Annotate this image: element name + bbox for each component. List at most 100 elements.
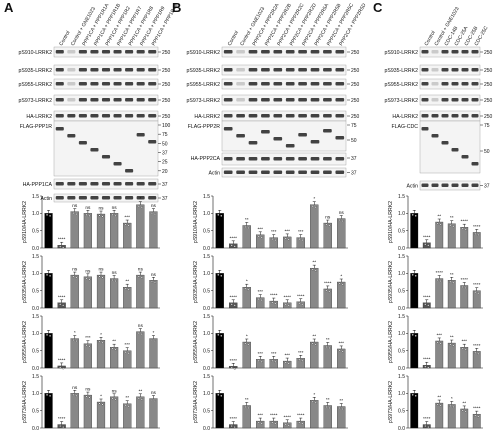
bar — [229, 424, 238, 429]
band — [421, 98, 429, 102]
band — [461, 82, 469, 86]
band — [298, 157, 307, 161]
bar — [447, 223, 456, 249]
band — [90, 196, 99, 200]
band — [471, 82, 479, 86]
band — [148, 50, 157, 54]
data-point — [477, 415, 480, 418]
y-tick-label: 0.5 — [203, 348, 210, 354]
band — [113, 114, 122, 118]
blot-strip — [221, 94, 347, 106]
data-point — [150, 339, 153, 341]
band — [78, 98, 87, 102]
y-axis-label: pS910/HA-LRRK2 — [193, 201, 199, 243]
significance-label: ** — [339, 398, 343, 404]
bar — [110, 278, 119, 309]
bar — [70, 274, 79, 309]
band — [471, 183, 479, 187]
data-point — [150, 399, 153, 401]
y-axis-label: pS973/HA-LRRK2 — [388, 381, 394, 423]
band — [323, 68, 332, 72]
y-tick-label: 0.5 — [32, 408, 39, 414]
band — [113, 50, 122, 54]
mw-label: 20 — [162, 169, 168, 175]
band — [323, 170, 332, 174]
data-point — [477, 292, 480, 295]
band — [236, 134, 245, 138]
mw-label: 250 — [351, 50, 360, 56]
data-point — [427, 366, 430, 369]
band — [90, 182, 99, 186]
data-point — [153, 400, 156, 402]
data-point — [301, 239, 304, 242]
band — [298, 98, 307, 102]
data-point — [298, 421, 301, 424]
band — [421, 183, 429, 187]
y-tick-label: 1.5 — [203, 194, 210, 200]
significance-label: * — [100, 394, 102, 400]
significance-label: ns — [85, 206, 91, 211]
bar — [296, 301, 305, 309]
significance-label: **** — [436, 270, 444, 276]
data-point — [150, 212, 153, 215]
band — [431, 68, 439, 72]
y-tick-label: 0.0 — [203, 306, 210, 312]
data-point — [314, 269, 317, 272]
y-tick-label: 1.0 — [398, 211, 405, 217]
y-tick-label: 0.0 — [203, 246, 210, 252]
bar — [44, 273, 53, 309]
data-point — [325, 289, 328, 292]
blot-label: HA-LRRK2 — [194, 114, 220, 120]
band — [335, 98, 345, 102]
panel-letter: B — [172, 0, 181, 15]
band — [261, 98, 270, 102]
data-point — [247, 227, 250, 229]
significance-label: * — [246, 334, 248, 340]
band — [248, 68, 258, 72]
bar — [57, 245, 66, 249]
data-point — [287, 424, 290, 427]
band — [431, 134, 439, 138]
data-point — [127, 352, 130, 355]
bar — [460, 347, 469, 369]
mw-label: 250 — [484, 82, 493, 88]
data-point — [474, 232, 477, 235]
data-point — [153, 213, 156, 216]
band — [236, 82, 245, 86]
data-point — [59, 366, 62, 369]
data-point — [101, 341, 104, 344]
data-point — [427, 244, 430, 247]
data-point — [72, 339, 75, 341]
bar — [57, 424, 66, 429]
mw-label: 250 — [484, 114, 493, 120]
bar — [136, 396, 145, 429]
y-tick-label: 1.0 — [32, 271, 39, 277]
significance-label: ** — [125, 279, 129, 285]
mw-label: 50 — [351, 138, 357, 144]
significance-label: * — [74, 330, 76, 336]
band — [285, 170, 295, 174]
bar — [310, 400, 319, 429]
bar — [215, 213, 224, 249]
y-tick-label: 0.5 — [203, 408, 210, 414]
data-point — [341, 350, 344, 353]
band — [261, 130, 270, 134]
y-tick-label: 1.0 — [203, 211, 210, 217]
significance-label: **** — [473, 282, 481, 288]
data-point — [338, 282, 341, 285]
significance-label: * — [313, 196, 315, 202]
band — [298, 133, 307, 137]
data-point — [140, 333, 143, 336]
bar — [136, 331, 145, 369]
significance-label: **** — [423, 357, 431, 363]
significance-label: ** — [245, 217, 249, 223]
significance-label: *** — [298, 229, 304, 235]
band — [125, 68, 134, 72]
data-point — [436, 279, 439, 281]
band — [90, 114, 99, 118]
blot-strip — [419, 110, 481, 122]
bar — [70, 393, 79, 429]
significance-label: ** — [437, 214, 441, 220]
significance-label: **** — [297, 413, 305, 419]
data-point — [111, 279, 114, 281]
